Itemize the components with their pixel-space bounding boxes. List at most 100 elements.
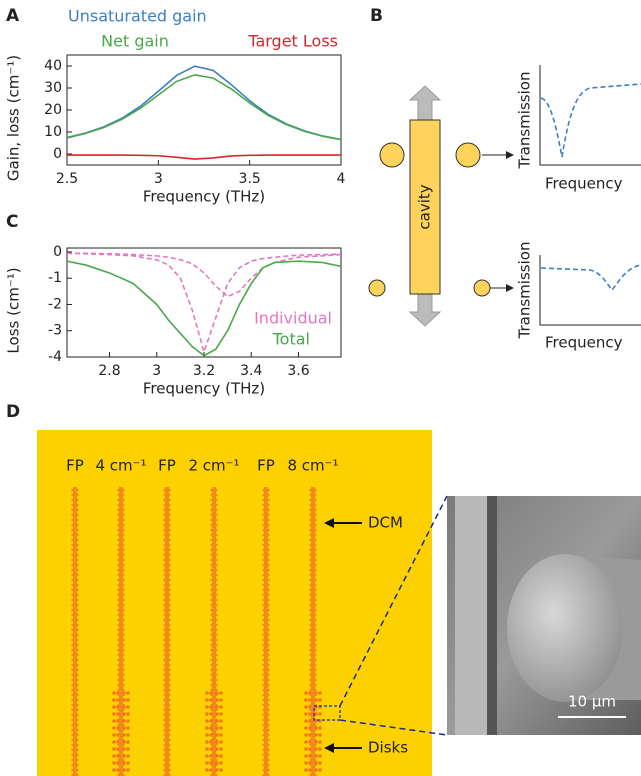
grating-dot — [210, 568, 213, 572]
grating-dot — [262, 508, 265, 512]
grating-dot — [309, 618, 312, 622]
disk — [314, 754, 318, 758]
grating-dot — [71, 608, 74, 612]
grating-dot — [76, 653, 79, 657]
grating-dot — [314, 598, 317, 602]
grating-dot — [168, 553, 171, 557]
grating-dot — [71, 583, 74, 587]
grating-dot — [168, 628, 171, 632]
grating-dot — [168, 663, 171, 667]
grating-dot — [117, 708, 120, 712]
grating-dot — [267, 503, 270, 507]
grating-dot — [210, 638, 213, 642]
zoom-line — [339, 719, 448, 736]
grating-dot — [210, 688, 213, 692]
y-tick-label: 30 — [44, 80, 62, 96]
x-tick-label: 3.2 — [193, 363, 215, 379]
grating-dot — [309, 613, 312, 617]
grating-dot — [76, 543, 79, 547]
disk — [126, 712, 130, 716]
grating-dot — [168, 568, 171, 572]
grating-dot — [267, 693, 270, 697]
grating-dot — [163, 553, 166, 557]
grating-dot — [122, 548, 125, 552]
grating-dot — [309, 603, 312, 607]
grating-dot — [267, 738, 270, 742]
grating-dot — [210, 493, 213, 497]
disk — [126, 691, 130, 695]
grating-dot — [210, 608, 213, 612]
grating-dot — [262, 628, 265, 632]
grating-dot — [314, 493, 317, 497]
grating-dot — [168, 523, 171, 527]
grating-dot — [210, 643, 213, 647]
grating-dot — [76, 508, 79, 512]
grating-dot — [71, 658, 74, 662]
grating-dot — [262, 758, 265, 762]
disk — [112, 698, 116, 702]
grating-dot — [262, 773, 265, 776]
grating-dot — [76, 658, 79, 662]
y-tick-label: 0 — [53, 146, 62, 162]
disk — [304, 740, 308, 744]
grating-dot — [215, 573, 218, 577]
grating-dot — [168, 558, 171, 562]
grating-dot — [309, 568, 312, 572]
grating-dot — [267, 518, 270, 522]
legend-entry: Net gain — [101, 32, 169, 51]
grating-dot — [267, 773, 270, 776]
disk — [116, 705, 120, 709]
grating-dot — [71, 503, 74, 507]
grating-dot — [168, 713, 171, 717]
disk — [314, 719, 318, 723]
grating-dot — [215, 638, 218, 642]
grating-dot — [309, 593, 312, 597]
grating-dot — [267, 703, 270, 707]
grating-dot — [215, 563, 218, 567]
grating-dot — [267, 578, 270, 582]
disk — [219, 705, 223, 709]
grating-dot — [163, 658, 166, 662]
grating-dot — [267, 543, 270, 547]
grating-dot — [163, 563, 166, 567]
grating-dot — [262, 538, 265, 542]
grating-dot — [163, 523, 166, 527]
grating-dot — [262, 548, 265, 552]
sem-wall — [455, 496, 487, 735]
grating-dot — [122, 508, 125, 512]
disk — [215, 712, 219, 716]
grating-dot — [117, 538, 120, 542]
disk — [318, 768, 322, 772]
disk — [126, 740, 130, 744]
y-tick-label: -3 — [48, 323, 62, 339]
grating-dot — [210, 773, 213, 776]
grating-dot — [210, 523, 213, 527]
scale-label: 10 μm — [568, 693, 616, 711]
grating-dot — [122, 708, 125, 712]
grating-dot — [76, 588, 79, 592]
disk — [314, 712, 318, 716]
grating-dot — [163, 583, 166, 587]
grating-dot — [267, 668, 270, 672]
chip-image — [37, 430, 432, 776]
x-tick-label: 2.8 — [98, 363, 120, 379]
y-axis-label: Gain, loss (cm⁻¹) — [5, 55, 23, 181]
grating-dot — [168, 648, 171, 652]
arrowhead — [324, 518, 334, 528]
grating-dot — [122, 493, 125, 497]
grating-dot — [163, 638, 166, 642]
y-label: Transmission — [516, 242, 534, 340]
grating-dot — [76, 598, 79, 602]
grating-dot — [309, 558, 312, 562]
grating-dot — [76, 693, 79, 697]
grating-dot — [76, 648, 79, 652]
waveguide-label: 8 cm⁻¹ — [287, 457, 338, 475]
disk — [314, 698, 318, 702]
arrowhead — [506, 151, 514, 159]
waveguide-label: FP — [257, 457, 275, 475]
disks-label: Disks — [368, 739, 408, 757]
disk — [126, 698, 130, 702]
y-tick-label: 40 — [44, 58, 62, 74]
disk — [215, 740, 219, 744]
disk — [122, 712, 126, 716]
